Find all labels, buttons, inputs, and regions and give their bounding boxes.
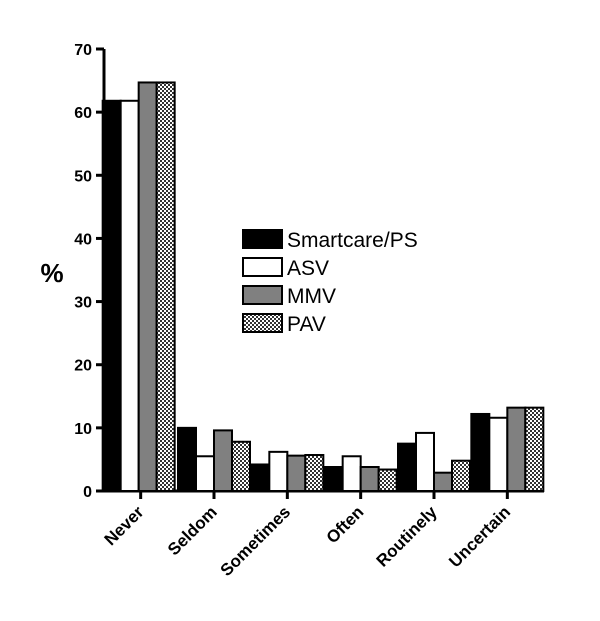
legend-label: ASV bbox=[287, 257, 329, 280]
x-tick-label: Seldom bbox=[164, 502, 221, 559]
bar-asv-uncertain bbox=[488, 416, 509, 492]
bar-smartcare-ps-uncertain bbox=[470, 412, 491, 493]
bar-mmv-often bbox=[359, 466, 380, 492]
bars bbox=[101, 81, 545, 493]
x-tick-label: Never bbox=[101, 502, 148, 549]
bar-smartcare-ps-often bbox=[323, 466, 344, 492]
bar-mmv-never bbox=[137, 81, 158, 492]
legend: Smartcare/PS ASV MMV PAV bbox=[242, 229, 418, 336]
y-tick-label: 20 bbox=[74, 358, 92, 375]
legend-swatch-mmv bbox=[242, 285, 283, 305]
legend-label: MMV bbox=[287, 285, 336, 308]
bar-pav-seldom bbox=[231, 440, 251, 492]
legend-swatch-pav bbox=[242, 313, 283, 333]
bar-mmv-seldom bbox=[213, 429, 233, 492]
y-tick-label: 40 bbox=[74, 231, 92, 248]
legend-swatch-smartcare-ps bbox=[242, 229, 283, 249]
bar-pav-never bbox=[155, 81, 176, 492]
bar-pav-sometimes bbox=[304, 454, 325, 493]
legend-swatch-asv bbox=[242, 257, 283, 277]
x-tick-label: Sometimes bbox=[217, 502, 295, 580]
y-tick-label: 60 bbox=[74, 105, 92, 122]
x-tick-label: Routinely bbox=[373, 502, 442, 571]
bar-mmv-uncertain bbox=[506, 406, 527, 492]
bar-smartcare-ps-never bbox=[101, 99, 122, 493]
bar-asv-sometimes bbox=[268, 450, 289, 493]
bar-mmv-sometimes bbox=[286, 454, 307, 493]
bar-pav-often bbox=[377, 468, 398, 493]
legend-label: Smartcare/PS bbox=[287, 229, 418, 252]
bar-smartcare-ps-routinely bbox=[397, 442, 417, 492]
y-tick-label: 70 bbox=[74, 42, 92, 59]
y-axis-label: % bbox=[40, 258, 63, 288]
y-tick-label: 50 bbox=[74, 168, 92, 185]
bar-pav-routinely bbox=[451, 459, 471, 493]
bar-asv-often bbox=[341, 455, 362, 492]
x-tick-label: Uncertain bbox=[445, 502, 514, 571]
bar-mmv-routinely bbox=[433, 471, 453, 492]
legend-label: PAV bbox=[287, 313, 326, 336]
bar-pav-uncertain bbox=[524, 406, 545, 492]
y-tick-label: 0 bbox=[83, 484, 92, 501]
x-tick-label: Often bbox=[323, 502, 368, 547]
bar-smartcare-ps-sometimes bbox=[250, 463, 271, 493]
bar-asv-never bbox=[119, 99, 140, 493]
bar-asv-seldom bbox=[195, 455, 215, 492]
bar-smartcare-ps-seldom bbox=[177, 426, 197, 493]
y-tick-label: 10 bbox=[74, 421, 92, 438]
y-tick-label: 30 bbox=[74, 295, 92, 312]
bar-asv-routinely bbox=[415, 431, 435, 492]
